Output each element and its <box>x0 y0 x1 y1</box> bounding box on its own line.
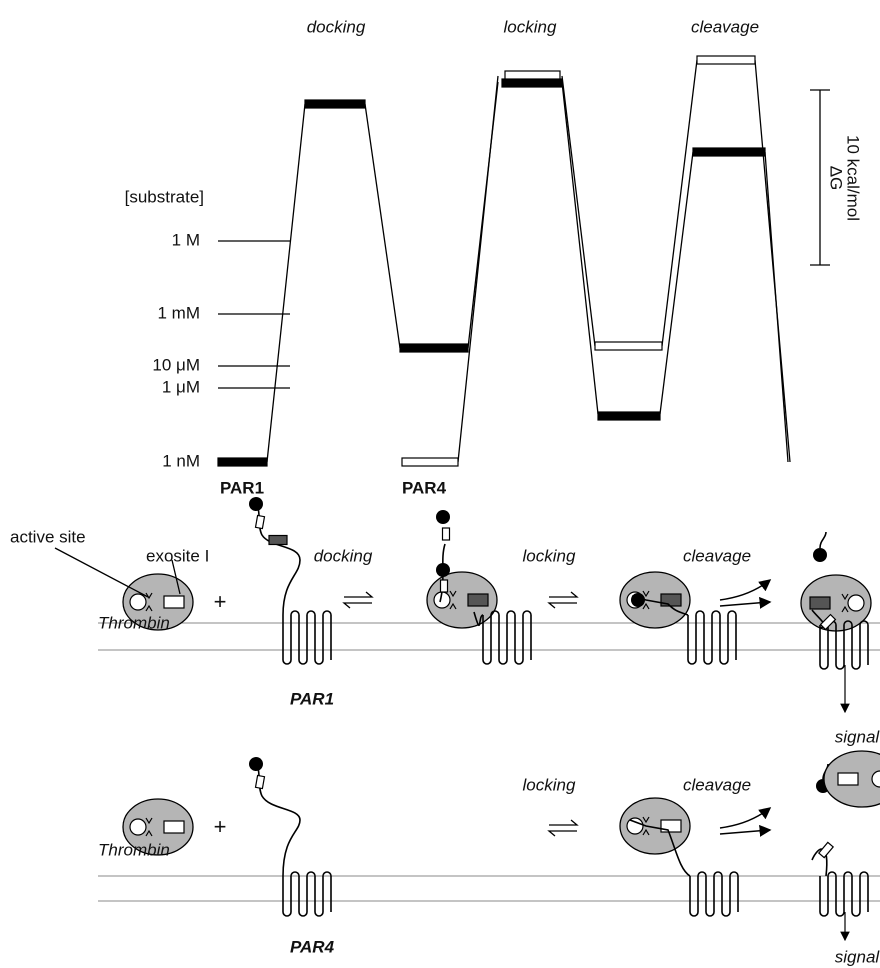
exosite <box>468 594 488 606</box>
exosite <box>838 773 858 785</box>
peptide-tail <box>820 532 826 548</box>
concentration-label: 1 M <box>172 230 200 249</box>
step-label: locking <box>523 546 576 565</box>
level-bar <box>595 342 662 350</box>
scale-label: 10 kcal/mol <box>844 135 863 221</box>
active-site <box>627 818 643 834</box>
step-label: locking <box>523 775 576 794</box>
tethered-ligand <box>249 497 263 511</box>
step-label: locking <box>504 17 557 36</box>
level-bar <box>400 344 468 352</box>
page: {"energy_diagram":{"step_labels":["docki… <box>0 0 880 968</box>
receptor-label: PAR4 <box>402 478 447 497</box>
figure: docking locking cleavage [substrate] 1 M… <box>0 0 880 968</box>
exosite <box>810 597 830 609</box>
tethered-ligand <box>436 563 450 577</box>
scale-symbol: ΔG <box>827 166 846 191</box>
annotation: exosite I <box>146 546 209 565</box>
level-bar <box>598 412 660 420</box>
receptor <box>820 872 868 916</box>
receptor <box>283 872 331 916</box>
receptor-label: PAR1 <box>220 478 264 497</box>
receptor-label: PAR4 <box>290 937 335 956</box>
operator: + <box>214 814 227 839</box>
tethered-ligand <box>436 510 450 524</box>
receptor <box>690 872 738 916</box>
axis-title: [substrate] <box>125 187 204 206</box>
level-bar <box>402 458 458 466</box>
exosite <box>661 820 681 832</box>
receptor <box>688 611 736 664</box>
cleavage-site <box>819 842 833 857</box>
tethered-ligand <box>813 548 827 562</box>
cleavage-site <box>441 580 448 592</box>
cleavage-site <box>256 515 265 528</box>
energy-path-par4 <box>458 60 790 462</box>
level-bar <box>305 100 365 108</box>
cleavage-site <box>443 528 450 540</box>
step-label: cleavage <box>683 546 751 565</box>
active-site <box>848 595 864 611</box>
level-bar <box>693 148 765 156</box>
level-bar <box>697 56 755 64</box>
concentration-label: 1 mM <box>158 303 201 322</box>
concentration-label: 1 nM <box>162 451 200 470</box>
receptor-tail <box>258 768 300 876</box>
equilibrium-arrow <box>549 820 577 825</box>
concentration-label: 1 μM <box>162 377 200 396</box>
tethered-ligand <box>249 757 263 771</box>
equilibrium-arrow <box>344 592 372 597</box>
active-site <box>130 594 146 610</box>
output-label: signal <box>835 727 880 746</box>
receptor-tail <box>258 508 300 615</box>
binding-segment <box>269 536 287 545</box>
output-label: signal <box>835 947 880 966</box>
concentration-label: 10 μM <box>152 355 200 374</box>
cleavage-arrow <box>720 580 770 600</box>
energy-path-par1 <box>267 82 788 462</box>
step-label: docking <box>314 546 373 565</box>
enzyme-label: Thrombin <box>98 613 170 632</box>
enzyme-label: Thrombin <box>98 840 170 859</box>
annotation: active site <box>10 527 86 546</box>
receptor <box>483 611 531 664</box>
pointer <box>55 548 148 597</box>
exosite <box>164 821 184 833</box>
cleavage-arrow <box>720 830 770 834</box>
exosite <box>661 594 681 606</box>
cleavage-arrow <box>720 808 770 828</box>
receptor-label: PAR1 <box>290 689 334 708</box>
equilibrium-arrow <box>549 603 577 608</box>
equilibrium-arrow <box>549 831 577 836</box>
operator: + <box>214 589 227 614</box>
exosite <box>164 596 184 608</box>
level-bar <box>502 79 562 87</box>
equilibrium-arrow <box>549 592 577 597</box>
step-label: cleavage <box>691 17 759 36</box>
cleavage-arrow <box>720 602 770 606</box>
receptor <box>283 611 331 664</box>
level-bar <box>505 71 560 79</box>
equilibrium-arrow <box>344 603 372 608</box>
active-site <box>130 819 146 835</box>
level-bar <box>218 458 267 466</box>
step-label: docking <box>307 17 366 36</box>
step-label: cleavage <box>683 775 751 794</box>
cleavage-site <box>256 775 265 788</box>
tethered-ligand <box>631 593 645 607</box>
